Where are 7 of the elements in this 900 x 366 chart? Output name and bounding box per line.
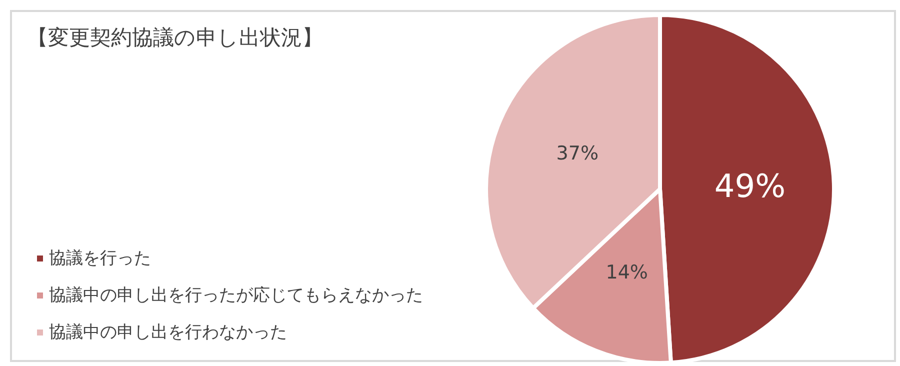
legend-label: 協議中の申し出を行ったが応じてもらえなかった (49, 286, 423, 306)
legend-label: 協議中の申し出を行わなかった (49, 322, 287, 342)
legend-label: 協議を行った (49, 248, 151, 268)
data-label: 14% (606, 262, 648, 284)
chart-title: 【変更契約協議の申し出状況】 (27, 26, 323, 50)
data-label: 49% (714, 167, 786, 206)
data-label: 37% (556, 142, 599, 164)
